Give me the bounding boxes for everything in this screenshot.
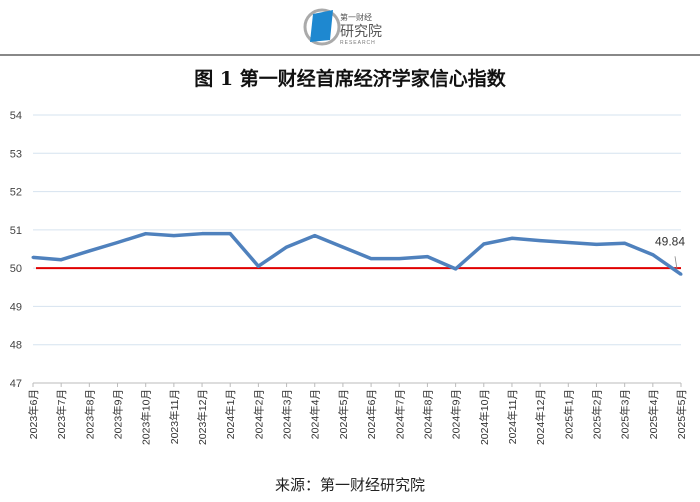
logo-text-1: 第一财经 <box>340 12 372 22</box>
x-tick-label: 2024年5月 <box>337 389 350 439</box>
chart-title: 图 1 第一财经首席经济学家信心指数 <box>194 68 506 90</box>
source-note: 来源：第一财经研究院 <box>274 476 425 494</box>
data-point <box>87 249 91 253</box>
data-point <box>566 240 570 244</box>
x-tick-label: 2025年5月 <box>675 389 688 439</box>
data-point <box>623 241 627 245</box>
data-point <box>397 257 401 261</box>
data-point <box>510 236 514 240</box>
x-tick-label: 2023年9月 <box>112 389 125 439</box>
data-point <box>172 234 176 238</box>
data-label-leader <box>674 256 678 270</box>
data-point <box>482 242 486 246</box>
x-tick-label: 2025年4月 <box>647 389 660 439</box>
x-tick-label: 2024年6月 <box>365 389 378 439</box>
data-point <box>313 234 317 238</box>
data-point <box>144 232 148 236</box>
data-point <box>256 264 260 268</box>
y-tick-label: 47 <box>10 378 22 390</box>
data-point <box>679 272 683 276</box>
x-tick-label: 2024年8月 <box>421 389 434 439</box>
x-tick-label: 2024年9月 <box>450 389 463 439</box>
x-tick-label: 2024年12月 <box>534 389 547 445</box>
x-tick-label: 2024年7月 <box>393 389 406 439</box>
x-tick-label: 2023年11月 <box>168 389 181 444</box>
data-point <box>228 232 232 236</box>
y-tick-label: 54 <box>10 110 22 122</box>
y-tick-label: 53 <box>10 148 22 160</box>
x-tick-label: 2024年3月 <box>281 389 294 439</box>
data-point <box>651 253 655 257</box>
data-point <box>200 232 204 236</box>
x-tick-label: 2023年7月 <box>55 389 68 439</box>
series-line <box>32 231 682 276</box>
y-tick-label: 48 <box>10 340 22 352</box>
x-tick-label: 2025年3月 <box>619 389 632 439</box>
data-point <box>116 240 120 244</box>
x-tick-label: 2024年1月 <box>224 389 237 439</box>
line-chart: 47 48 49 50 51 52 53 54 2023年6月 2023年7月 2023年8月 20… <box>10 110 688 445</box>
logo: 第一财经 研究院 RESEARCH <box>303 8 382 46</box>
data-point <box>31 255 35 259</box>
x-tick-label: 2025年1月 <box>562 389 575 439</box>
x-tick-label: 2023年12月 <box>196 389 209 445</box>
data-point <box>341 245 345 249</box>
x-tick-label: 2024年11月 <box>506 389 519 444</box>
y-tick-label: 49 <box>10 301 22 313</box>
data-point <box>59 258 63 262</box>
logo-book-icon <box>310 10 333 42</box>
logo-ring-icon <box>303 8 341 46</box>
data-point <box>454 267 458 271</box>
x-tick-label: 2023年10月 <box>140 389 153 445</box>
logo-text-3: RESEARCH <box>340 40 376 46</box>
data-point <box>285 245 289 249</box>
x-tick-label: 2023年8月 <box>83 389 96 439</box>
data-point <box>594 242 598 246</box>
x-tick-label: 2024年10月 <box>478 389 491 445</box>
y-tick-label: 51 <box>10 225 22 237</box>
x-tick-label: 2023年6月 <box>27 389 40 439</box>
y-tick-label: 50 <box>10 263 22 275</box>
y-tick-label: 52 <box>10 187 22 199</box>
x-tick-label: 2024年4月 <box>309 389 322 439</box>
data-point <box>369 257 373 261</box>
data-point <box>425 255 429 259</box>
x-tick-label: 2025年2月 <box>590 389 603 439</box>
x-tick-label: 2024年2月 <box>252 389 265 439</box>
divider <box>0 54 700 56</box>
header: 第一财经 研究院 RESEARCH <box>0 0 700 54</box>
data-label-last: 49.84 <box>655 234 685 248</box>
logo-text-2: 研究院 <box>340 23 382 39</box>
data-point <box>538 239 542 243</box>
